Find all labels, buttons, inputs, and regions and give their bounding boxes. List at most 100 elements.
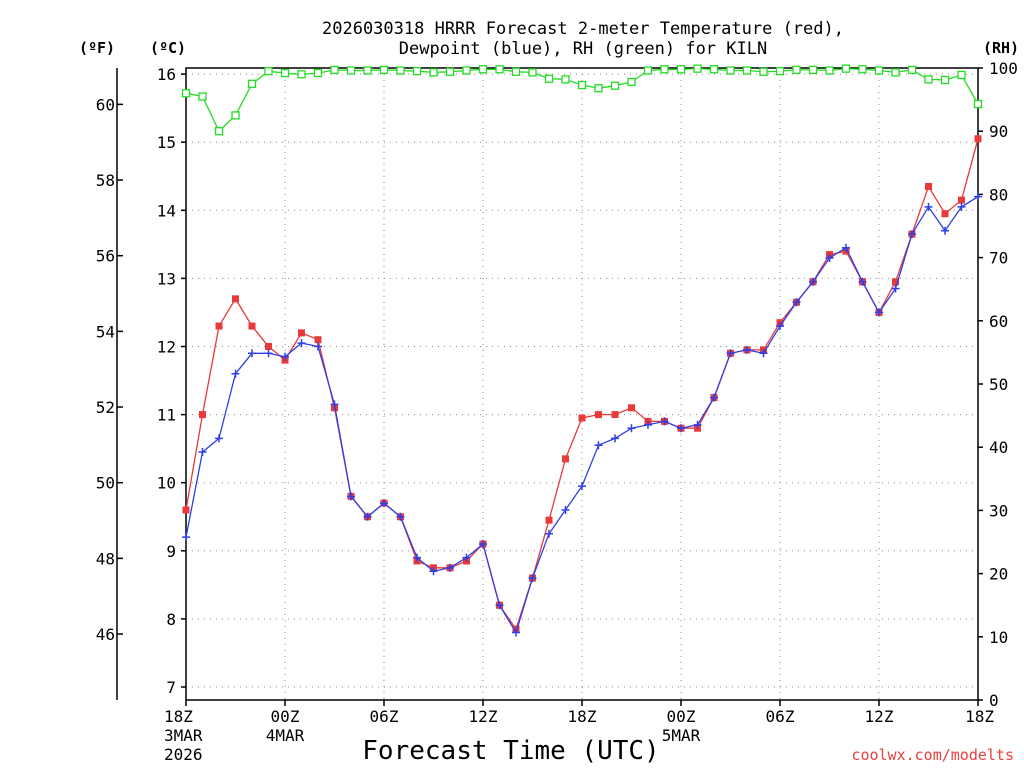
rh-point: [610, 81, 620, 90]
rh-point: [891, 68, 900, 77]
rh-point: [660, 65, 669, 74]
dewpoint-point: [941, 226, 949, 235]
fahrenheit-tick-label: 46: [96, 625, 115, 644]
dewpoint-point: [891, 284, 900, 293]
dewpoint-point: [825, 253, 834, 262]
rh-point: [561, 75, 570, 84]
rh-tick-label: 70: [989, 249, 1008, 268]
dewpoint-point: [710, 393, 718, 402]
2-meter-temperature-point: [611, 411, 619, 419]
rh-point: [544, 74, 554, 83]
dewpoint-point: [528, 574, 537, 583]
rh-tick-label: 10: [989, 628, 1008, 647]
rh-point: [841, 64, 851, 73]
celsius-tick-label: 9: [166, 542, 176, 561]
dewpoint-point: [347, 492, 355, 501]
2-meter-temperature-point: [545, 516, 553, 524]
dewpoint-point: [182, 533, 190, 542]
2-meter-temperature-point: [232, 295, 239, 303]
dewpoint-point: [281, 352, 289, 361]
celsius-tick-label: 12: [157, 338, 176, 357]
dewpoint-point: [429, 567, 438, 576]
fahrenheit-tick-label: 54: [96, 322, 115, 341]
rh-point: [940, 75, 950, 85]
dewpoint-point: [495, 601, 504, 610]
dewpoint-point: [677, 424, 685, 433]
x-axis-label: Forecast Time (UTC): [362, 736, 659, 766]
rh-point: [676, 65, 686, 74]
rh-point: [528, 68, 537, 77]
celsius-tick-label: 15: [157, 133, 176, 152]
rh-point: [726, 66, 735, 75]
dewpoint-point: [743, 345, 751, 354]
fahrenheit-tick-label: 58: [96, 171, 115, 190]
rh-point: [363, 66, 372, 75]
2-meter-temperature-point: [215, 322, 223, 330]
dewpoint-point: [380, 499, 388, 508]
rh-point: [264, 67, 273, 76]
dewpoint-point: [215, 434, 223, 443]
celsius-units-label: (ºC): [150, 39, 186, 57]
rh-point: [297, 70, 306, 79]
celsius-tick-label: 14: [157, 201, 176, 220]
rh-point: [280, 68, 290, 78]
celsius-tick-label: 7: [166, 678, 176, 697]
rh-point: [709, 65, 719, 74]
rh-point: [742, 66, 752, 75]
2-meter-temperature-point: [974, 135, 982, 143]
rh-point: [594, 84, 603, 93]
x-tick-label: 12Z: [469, 707, 498, 726]
2-meter-temperature-point: [925, 182, 932, 190]
2-meter-temperature-point: [958, 196, 965, 204]
dewpoint-point: [248, 349, 256, 358]
dewpoint-point: [924, 202, 933, 211]
celsius-tick-label: 10: [157, 474, 176, 493]
rh-point: [231, 111, 240, 120]
dewpoint-point: [314, 342, 322, 351]
dewpoint-point: [908, 230, 916, 239]
x-tick-label: 06Z: [370, 707, 399, 726]
x-tick-label: 18Z: [164, 707, 193, 726]
rh-point: [379, 65, 389, 75]
celsius-tick-label: 8: [166, 610, 176, 629]
dewpoint-point: [627, 424, 636, 433]
dewpoint-series: [182, 192, 982, 637]
rh-point: [808, 65, 818, 75]
rh-point: [478, 65, 488, 74]
rh-tick-label: 60: [989, 312, 1008, 331]
rh-point: [792, 65, 801, 75]
dewpoint-point: [957, 202, 966, 211]
dewpoint-point: [462, 553, 471, 562]
dewpoint-point: [809, 277, 817, 286]
rh-point: [693, 64, 702, 73]
2-meter-temperature-point: [941, 210, 949, 218]
rh-point: [973, 99, 983, 109]
rh-tick-label: 90: [989, 122, 1008, 141]
dewpoint-point: [974, 192, 982, 201]
2-meter-temperature-point: [182, 506, 190, 514]
dewpoint-point: [792, 298, 801, 307]
dewpoint-point: [363, 512, 372, 521]
rh-point: [247, 79, 257, 88]
series-layer: [181, 64, 983, 637]
chart-title: 2026030318 HRRR Forecast 2-meter Tempera…: [322, 19, 844, 39]
rh-point: [495, 65, 504, 74]
dewpoint-point: [512, 628, 520, 637]
fahrenheit-tick-label: 50: [96, 474, 115, 493]
rh-point: [429, 68, 438, 77]
rh-point: [775, 67, 785, 76]
2-meter-temperature-point: [595, 411, 602, 419]
rh-point: [181, 89, 191, 98]
rh-series: [181, 64, 983, 136]
dewpoint-point: [611, 434, 619, 443]
rh-point: [759, 67, 768, 76]
dewpoint-point: [660, 417, 669, 426]
x-tick-label: 5MAR: [662, 726, 701, 745]
fahrenheit-tick-label: 60: [96, 95, 115, 114]
celsius-tick-label: 13: [157, 269, 176, 288]
2-meter-temperature-point: [248, 322, 256, 330]
x-tick-label: 00Z: [271, 707, 300, 726]
dewpoint-point: [875, 308, 883, 317]
